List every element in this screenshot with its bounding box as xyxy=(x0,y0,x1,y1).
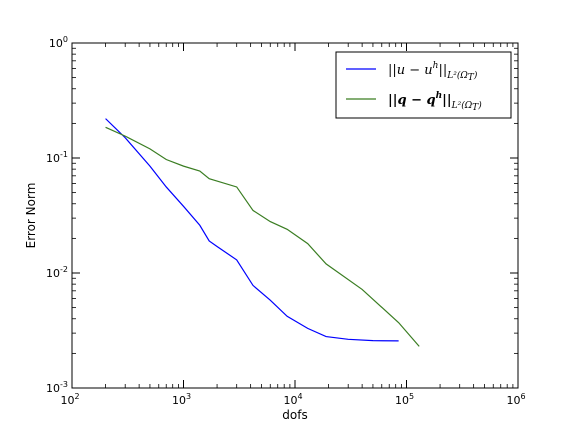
legend: ||u − uh||L²(ΩT) ||q − qh||L²(ΩT) xyxy=(335,51,512,119)
y-tick-label: 10-3 xyxy=(46,380,68,395)
x-tick-label: 106 xyxy=(506,392,525,407)
legend-entry-u: ||u − uh||L²(ΩT) xyxy=(388,61,478,83)
y-axis-label: Error Norm xyxy=(24,183,38,249)
legend-box xyxy=(335,51,512,119)
tick-labels-group: 102 103 104 105 106 10-3 10-2 10-1 100 xyxy=(46,35,526,407)
y-tick-label: 100 xyxy=(49,35,68,50)
y-tick-label: 10-1 xyxy=(46,150,68,165)
ticks-group xyxy=(71,42,519,389)
x-tick-label: 102 xyxy=(60,392,79,407)
legend-entry-q: ||q − qh||L²(ΩT) xyxy=(388,91,482,113)
y-tick-label: 10-2 xyxy=(46,265,68,280)
series-line-0 xyxy=(105,118,399,342)
curves-group xyxy=(105,118,420,347)
x-axis-label: dofs xyxy=(282,408,307,422)
x-tick-label: 105 xyxy=(395,392,414,407)
x-tick-label: 103 xyxy=(172,392,191,407)
x-tick-label: 104 xyxy=(283,392,302,407)
series-line-1 xyxy=(105,126,420,347)
